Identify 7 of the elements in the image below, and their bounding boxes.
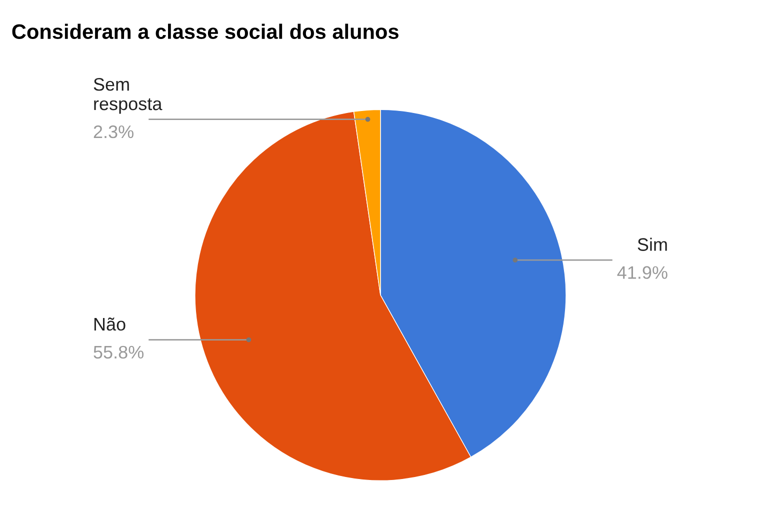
data-label: 2.3% [94,125,134,138]
slice-label: Sem resposta [94,78,162,114]
slice-label: Não [94,318,126,331]
data-label: 55.8% [94,346,144,359]
chart-title: Consideram a classe social dos alunos [12,24,398,40]
slice-label: Sim [638,238,667,251]
data-label: 41.9% [617,266,668,279]
